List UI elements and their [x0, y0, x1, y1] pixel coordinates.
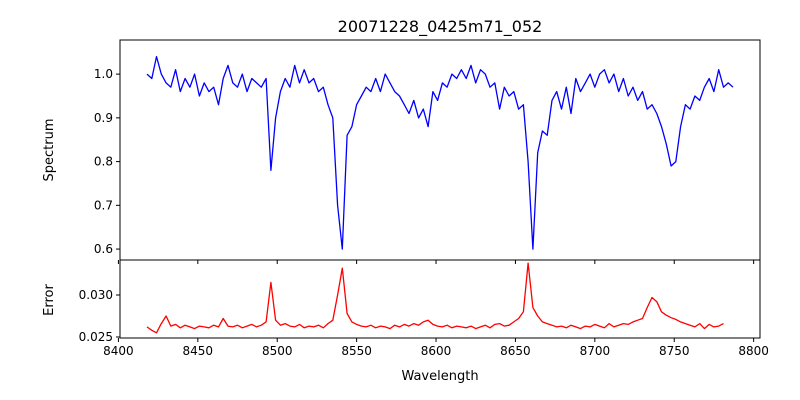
chart-title: 20071228_0425m71_052 — [338, 17, 543, 37]
x-tick-label: 8450 — [183, 344, 214, 358]
y-tick-label: 0.7 — [94, 198, 113, 212]
x-tick-label: 8600 — [421, 344, 452, 358]
error-line — [146, 262, 724, 334]
axes-frame — [119, 39, 761, 261]
x-tick-label: 8700 — [580, 344, 611, 358]
y-tick-label: 1.0 — [94, 67, 113, 81]
spectrum-panel: 0.6 0.7 0.8 0.9 1.0 — [94, 39, 761, 264]
y-tick-label: 0.6 — [94, 242, 113, 256]
x-axis-label: Wavelength — [401, 369, 478, 384]
y-tick-label: 0.030 — [79, 288, 113, 302]
x-tick-label: 8650 — [500, 344, 531, 358]
x-tick-label: 8500 — [262, 344, 293, 358]
y-axis-label-error: Error — [42, 284, 57, 316]
spectrum-line — [146, 55, 734, 250]
y-tick-label: 0.025 — [79, 330, 113, 344]
x-tick-label: 8750 — [659, 344, 690, 358]
axes-frame — [119, 259, 761, 339]
y-tick-label: 0.9 — [94, 111, 113, 125]
error-panel: 8400 8450 8500 8550 8600 8650 8700 8750 8800 0.02… — [79, 259, 769, 358]
x-tick-label: 8550 — [341, 344, 372, 358]
x-tick-label: 8400 — [103, 344, 134, 358]
x-tick-label: 8800 — [738, 344, 769, 358]
y-axis-label-spectrum: Spectrum — [42, 119, 57, 182]
y-tick-label: 0.8 — [94, 155, 113, 169]
